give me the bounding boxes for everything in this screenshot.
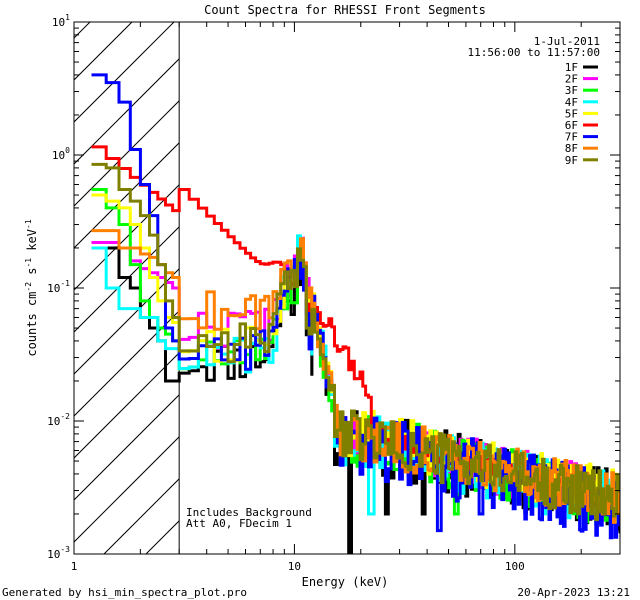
y-tick-label: 10-2 [47,412,70,428]
legend-label-5F: 5F [565,107,578,120]
hatch-line [74,184,180,291]
series-line-1F [91,246,620,554]
legend-label-4F: 4F [565,96,578,109]
hatch-line [74,22,133,81]
x-tick-labels: 1 10 100 [71,560,525,573]
legend-label-9F: 9F [565,154,578,167]
axis-ticks [73,21,621,555]
annotation-background: Includes Background [186,506,312,519]
y-tick-label: 101 [52,13,70,29]
legend-label-6F: 6F [565,119,578,132]
annotation-attenuator: Att A0, FDecim 1 [186,517,292,530]
x-tick-label: 100 [505,560,525,573]
hatch-line [74,58,180,165]
hatch-line [74,22,175,123]
series-group [91,73,620,554]
x-axis-label: Energy (keV) [302,575,389,589]
y-tick-label: 10-3 [47,545,70,561]
legend-label-3F: 3F [565,84,578,97]
hatch-line [74,100,180,207]
x-tick-label: 10 [288,560,301,573]
time-range-label: 11:56:00 to 11:57:00 [468,46,600,59]
hatch-line [74,394,180,501]
hatch-line [74,226,180,333]
hatch-line [74,436,180,543]
legend-label-2F: 2F [565,73,578,86]
footer-generated-by: Generated by hsi_min_spectra_plot.pro [2,586,247,599]
y-axis-label: counts cm-2 s-1 keV-1 [24,219,39,356]
legend-label-8F: 8F [565,142,578,155]
legend-label-7F: 7F [565,131,578,144]
y-tick-labels: 101 100 10-1 10-2 10-3 [47,13,70,561]
legend-label-1F: 1F [565,61,578,74]
footer-timestamp: 20-Apr-2023 13:21 [517,586,630,599]
series-line-9F [91,162,620,522]
date-label: 1-Jul-2011 [534,35,600,48]
hatch-line [74,22,91,39]
y-tick-label: 10-1 [47,279,70,295]
y-tick-label: 100 [52,146,70,162]
chart-title: Count Spectra for RHESSI Front Segments [204,3,486,17]
x-tick-label: 1 [71,560,78,573]
